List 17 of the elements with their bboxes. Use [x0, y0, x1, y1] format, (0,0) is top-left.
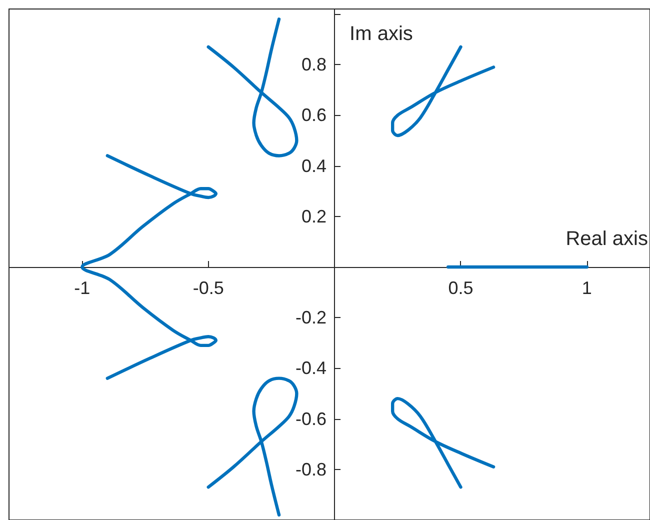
line-series	[206, 18, 298, 158]
x-axis-title: Real axis	[566, 228, 648, 250]
y-tick-label: 0.4	[302, 156, 327, 176]
y-tick-label: 0.6	[302, 105, 327, 126]
y-tick-label: -0.4	[296, 358, 327, 378]
y-tick-label: -0.6	[296, 408, 327, 429]
y-tick-label: 0.2	[302, 206, 327, 226]
y-tick-label: -0.2	[296, 308, 327, 328]
x-tick-label: 1	[582, 278, 592, 298]
x-tick-label: -1	[74, 278, 90, 298]
y-tick-label: 0.8	[302, 54, 327, 75]
x-tick-label: -0.5	[192, 278, 224, 298]
y-axis-title: Im axis	[350, 23, 413, 45]
line-series	[390, 45, 496, 138]
y-tick-label: -0.8	[296, 459, 327, 480]
x-tick-label: 0.5	[448, 278, 474, 298]
line-series	[390, 396, 496, 489]
